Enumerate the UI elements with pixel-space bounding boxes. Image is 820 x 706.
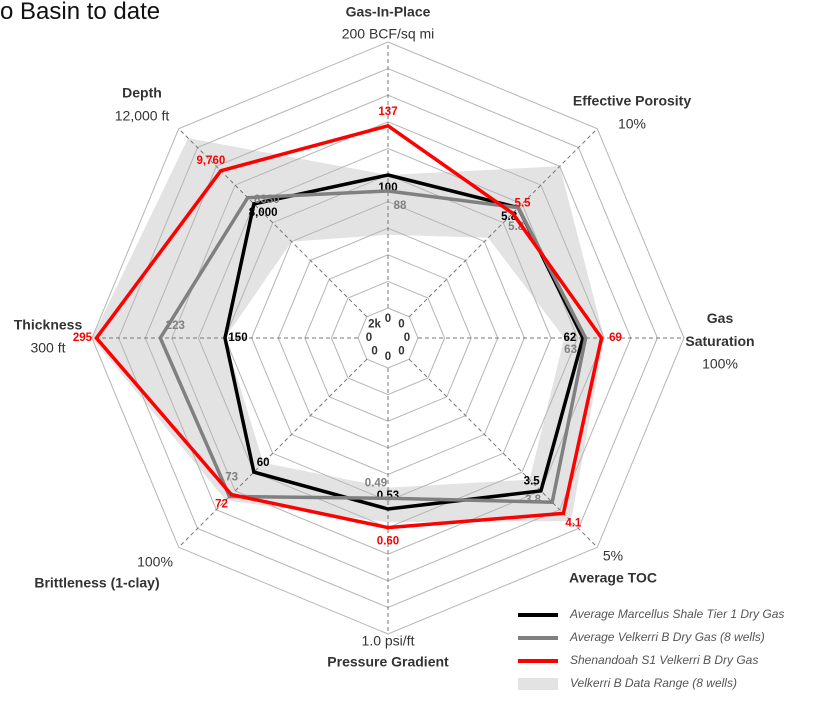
- data-label: 295: [73, 332, 93, 344]
- data-label: 8330: [254, 194, 280, 206]
- axis-max-label: 100%: [137, 553, 173, 570]
- axis-max-label: 300 ft: [30, 339, 66, 356]
- chart-title: o Basin to date: [0, 0, 161, 25]
- grid-ring: [171, 121, 605, 555]
- data-label: 73: [225, 471, 238, 483]
- grid-ring: [330, 280, 446, 396]
- data-label: 69: [609, 332, 622, 344]
- axis-spoke: [178, 128, 368, 318]
- range-band: [92, 138, 605, 523]
- axis-name: Effective Porosity: [572, 92, 692, 109]
- axis-min-label: 0: [385, 351, 391, 363]
- data-label: 137: [378, 106, 397, 118]
- axis-max-label: 12,000 ft: [114, 107, 170, 124]
- data-label: 88: [394, 200, 407, 212]
- axis-min-label: 2k: [368, 319, 381, 331]
- data-label: 60: [257, 457, 270, 469]
- legend-label: Shenandoah S1 Velkerri B Dry Gas: [570, 653, 759, 667]
- data-label: 0.60: [377, 536, 399, 548]
- grid-ring: [304, 254, 472, 422]
- axis-name: Gas Saturation: [685, 310, 755, 349]
- data-label: 5.5: [515, 197, 532, 209]
- data-label: 9,760: [197, 155, 226, 167]
- data-label: 3.5: [524, 476, 541, 488]
- legend-label: Velkerri B Data Range (8 wells): [570, 676, 737, 690]
- axis-min-label: 0: [385, 313, 391, 325]
- data-label: 0.49: [365, 477, 387, 489]
- legend-label: Average Velkerri B Dry Gas (8 wells): [570, 630, 765, 644]
- axis-max-label: 1.0 psi/ft: [361, 632, 415, 649]
- axis-max-label: 200 BCF/sq mi: [341, 25, 435, 42]
- axis-max-label: 10%: [617, 115, 647, 132]
- data-label: 223: [166, 320, 185, 332]
- axis-min-label: 0: [371, 345, 377, 357]
- axis-name: Pressure Gradient: [327, 653, 449, 670]
- axis-min-label: 0: [366, 332, 372, 344]
- axis-name: Brittleness (1-clay): [34, 574, 160, 591]
- series-line: [94, 123, 604, 530]
- data-label: 72: [215, 499, 228, 511]
- data-label: 8,000: [249, 207, 278, 219]
- axis-name: Average TOC: [569, 569, 657, 586]
- axis-min-label: 0: [398, 345, 404, 357]
- data-label: 4.1: [565, 517, 582, 529]
- axis-max-label: 100%: [702, 355, 738, 372]
- axis-min-label: 0: [398, 319, 404, 331]
- data-label: 3.8: [525, 494, 542, 506]
- data-label: 63: [564, 344, 577, 356]
- axis-spoke: [408, 358, 598, 548]
- axis-name: Depth: [122, 84, 162, 101]
- axis-spoke: [178, 358, 368, 548]
- axis-max-label: 5%: [602, 547, 624, 564]
- grid-ring: [91, 41, 685, 635]
- data-label: 150: [228, 332, 247, 344]
- axis-name: Thickness: [13, 316, 83, 333]
- legend-swatch: [518, 678, 558, 690]
- axis-min-label: 0: [404, 332, 410, 344]
- axis-name: Gas-In-Place: [345, 3, 431, 20]
- axis-spoke: [408, 128, 598, 318]
- legend-label: Average Marcellus Shale Tier 1 Dry Gas: [570, 607, 785, 621]
- data-label: 62: [564, 332, 577, 344]
